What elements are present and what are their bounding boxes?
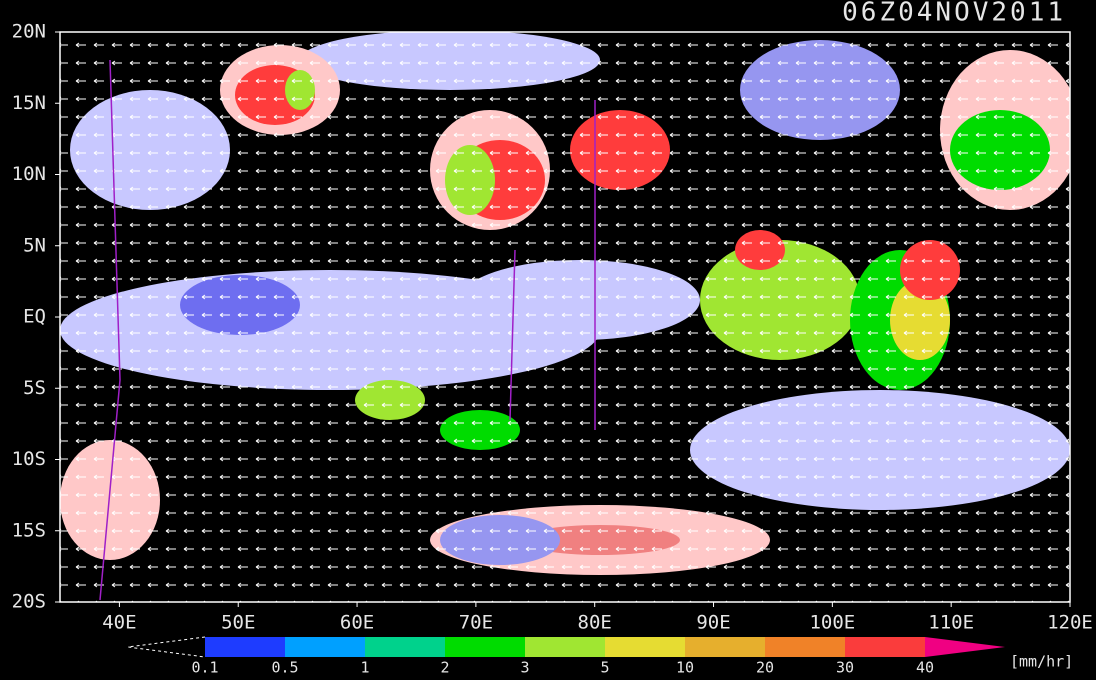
lat-label: 20N [12, 21, 46, 43]
colorbar-box [765, 637, 845, 657]
colorbar: 0.1 0.5 1 2 3 5 10 20 30 40 [mm/hr] [127, 636, 1073, 677]
lat-label: EQ [23, 306, 46, 328]
colorbar-box [525, 637, 605, 657]
colorbar-box [205, 637, 285, 657]
lat-label: 15S [12, 519, 46, 541]
colorbar-box [845, 637, 925, 657]
lon-label: 40E [102, 612, 136, 634]
colorbar-label: 2 [440, 659, 449, 677]
title: 06Z04NOV2011 [842, 0, 1066, 28]
lon-label: 80E [578, 612, 612, 634]
lat-labels: 20N 15N 10N 5N EQ 5S 10S 15S 20S [12, 21, 60, 613]
colorbar-over [925, 637, 1005, 657]
colorbar-units: [mm/hr] [1010, 653, 1073, 671]
lon-label: 60E [340, 612, 374, 634]
lat-label: 20S [12, 591, 46, 613]
colorbar-label: 40 [916, 659, 934, 677]
lat-label: 5S [23, 377, 46, 399]
lon-labels: 40E 50E 60E 70E 80E 90E 100E 110E 120E [102, 602, 1093, 634]
lon-label: 110E [928, 612, 974, 634]
colorbar-box [605, 637, 685, 657]
lon-label: 90E [696, 612, 730, 634]
field [60, 32, 1070, 602]
colorbar-label: 0.1 [191, 659, 218, 677]
colorbar-box [685, 637, 765, 657]
colorbar-label: 3 [520, 659, 529, 677]
lon-label: 120E [1047, 612, 1093, 634]
colorbar-label: 5 [600, 659, 609, 677]
colorbar-under [127, 636, 206, 658]
lon-label: 50E [221, 612, 255, 634]
colorbar-label: 20 [756, 659, 774, 677]
colorbar-label: 30 [836, 659, 854, 677]
colorbar-label: 10 [676, 659, 694, 677]
lon-label: 70E [459, 612, 493, 634]
lat-label: 5N [23, 234, 46, 256]
colorbar-box [285, 637, 365, 657]
colorbar-label: 1 [360, 659, 369, 677]
lat-label: 10N [12, 163, 46, 185]
lat-label: 15N [12, 92, 46, 114]
colorbar-box [365, 637, 445, 657]
lon-label: 100E [809, 612, 855, 634]
lat-label: 10S [12, 448, 46, 470]
colorbar-label: 0.5 [271, 659, 298, 677]
colorbar-box [445, 637, 525, 657]
